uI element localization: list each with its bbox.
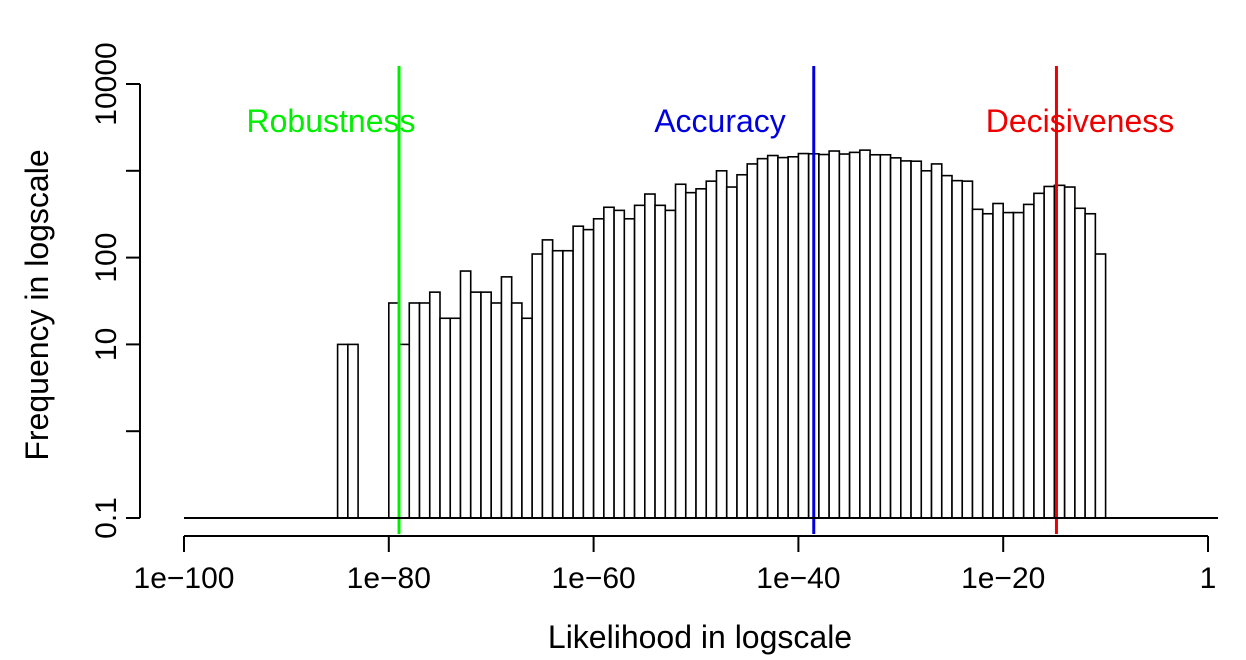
decisiveness-annotation: Decisiveness [986,103,1175,139]
histogram-bar [828,150,841,519]
histogram-bar [1002,211,1015,519]
x-axis-label: Likelihood in logscale [548,619,852,655]
bars-group [336,149,1107,519]
y-ticks-group: 0.1 10 100 10000 [90,42,140,539]
histogram-bar [592,217,605,519]
histogram-bar [398,343,411,519]
histogram-bar [500,276,513,519]
y-tick-label: 100 [90,233,123,283]
histogram-bar [920,170,933,519]
histogram-bar [766,154,779,519]
histogram-bar [582,228,595,519]
histogram-bar [572,225,585,519]
histogram-bar [613,209,626,519]
reference-lines-group [397,66,1058,534]
histogram-bar [562,249,574,519]
y-axis-label: Frequency in logscale [19,149,55,460]
histogram-bar [674,183,687,519]
histogram-bar [408,302,421,519]
histogram-bar [756,157,769,519]
histogram-bar [336,343,349,519]
histogram-bar [695,188,708,519]
histogram-bar [531,253,544,519]
x-tick-label: 1 [1200,562,1217,595]
histogram-bar [510,302,523,519]
histogram-bar [654,204,667,519]
histogram-bar [541,239,554,519]
histogram-bar [551,249,564,519]
histogram-bar [777,156,789,519]
histogram-bar [899,160,912,519]
histogram-bar [725,186,738,519]
histogram-bar [664,209,677,519]
x-ticks-group: 1e−100 1e−80 1e−60 1e−40 1e−20 1 [134,536,1217,595]
accuracy-annotation: Accuracy [654,103,786,139]
x-tick-label: 1e−20 [961,562,1045,595]
histogram-bar [940,174,953,519]
histogram-bar [490,302,503,519]
histogram-bar [643,193,656,519]
histogram-bar [633,204,646,519]
histogram-bar [889,157,902,519]
histogram-bar [1094,253,1107,519]
y-tick-label: 10 [90,328,123,361]
histogram-bar [387,302,400,519]
histogram-bar [869,153,882,519]
y-tick-label: 10000 [90,42,123,125]
histogram-bar [1084,212,1097,519]
histogram-bar [859,149,871,519]
histogram-bar [797,152,810,519]
x-tick-label: 1e−80 [347,562,431,595]
histogram-bar [1063,186,1076,519]
histogram-bar [1043,185,1056,519]
x-tick-label: 1e−40 [756,562,840,595]
histogram-bar [459,270,472,519]
histogram-bar [480,291,492,519]
histogram-bar [951,179,964,519]
histogram-bar [428,291,441,519]
histogram-bar [705,180,718,519]
histogram-bar [818,153,830,519]
histogram-bar [930,163,943,519]
histogram-bar [684,191,697,519]
axes-group [139,84,1218,537]
histogram-bar [347,343,359,519]
histogram-bar [1012,211,1025,519]
histogram-bar [787,155,800,519]
histogram-bar [469,291,482,519]
y-tick-label: 0.1 [90,497,123,539]
histogram-bar [521,317,533,519]
histogram-bar [623,217,636,519]
histogram-bar [961,180,974,519]
histogram-bar [971,208,984,519]
x-tick-label: 1e−60 [551,562,635,595]
histogram-bar [879,153,892,519]
histogram-bar [449,317,462,519]
histogram-bar [715,170,728,519]
x-tick-label: 1e−100 [134,562,235,595]
histogram-bar [1033,192,1045,519]
histogram-bar [746,163,759,519]
histogram-bar [981,212,994,519]
histogram-bar [1022,203,1035,519]
histogram-bar [1074,207,1086,519]
histogram-bar [736,173,749,519]
histogram-bar [838,153,851,519]
histogram-bar [418,302,431,519]
histogram-bar [992,202,1005,519]
histogram-bar [848,151,861,519]
histogram-bar [910,160,923,519]
robustness-annotation: Robustness [247,103,416,139]
histogram-bar [439,317,452,519]
histogram-bar [603,206,615,519]
